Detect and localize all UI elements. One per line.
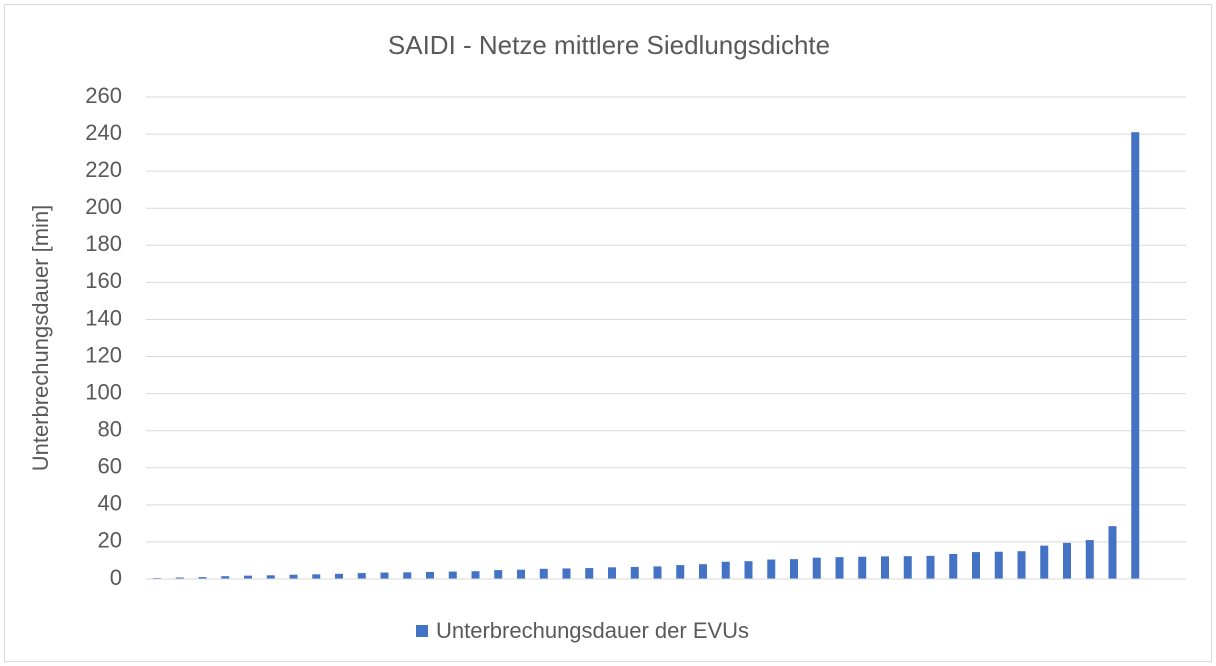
bar <box>1040 545 1049 579</box>
bar <box>585 568 594 579</box>
y-tick-label: 220 <box>85 157 122 182</box>
bar <box>721 561 730 579</box>
bar <box>471 571 480 579</box>
bar <box>972 552 980 579</box>
y-tick-label: 0 <box>110 565 122 590</box>
chart-title: SAIDI - Netze mittlere Siedlungsdichte <box>388 30 830 60</box>
y-tick-label: 160 <box>85 268 122 293</box>
bar <box>767 559 776 579</box>
bar <box>949 553 958 579</box>
bar <box>903 556 912 579</box>
bar <box>835 557 844 579</box>
bar <box>244 575 252 579</box>
y-tick-label: 140 <box>85 305 122 330</box>
y-axis-label: Unterbrechungsdauer [min] <box>28 205 53 472</box>
bar <box>198 577 207 579</box>
chart-border <box>4 4 1212 662</box>
y-tick-label: 200 <box>85 194 122 219</box>
bar <box>312 574 321 579</box>
y-tick-label: 240 <box>85 120 122 145</box>
bar <box>1131 132 1140 579</box>
bar <box>926 555 935 579</box>
bar <box>608 567 616 579</box>
bar <box>744 561 753 579</box>
y-tick-label: 40 <box>98 491 122 516</box>
legend-swatch <box>416 625 428 637</box>
bar <box>1108 526 1117 579</box>
bar <box>858 556 867 579</box>
bar <box>357 573 366 579</box>
bar <box>790 559 798 579</box>
bar <box>676 565 685 579</box>
y-tick-label: 60 <box>98 454 122 479</box>
bar <box>494 570 503 579</box>
bar <box>699 564 707 579</box>
bar <box>335 573 343 579</box>
bar <box>1017 551 1026 579</box>
y-tick-label: 100 <box>85 379 122 404</box>
bar <box>562 568 571 579</box>
bar <box>426 571 434 579</box>
bar <box>289 574 298 579</box>
bar <box>1063 542 1071 579</box>
bar <box>403 572 412 579</box>
bar <box>175 577 184 579</box>
y-tick-label: 20 <box>98 528 122 553</box>
bar <box>812 557 821 579</box>
bar <box>380 572 389 579</box>
legend-label: Unterbrechungsdauer der EVUs <box>436 618 749 643</box>
bar <box>994 551 1003 579</box>
bar <box>448 571 457 579</box>
bar <box>221 576 230 579</box>
bar <box>653 566 662 579</box>
bar <box>881 556 889 579</box>
bar <box>517 569 525 579</box>
bar <box>630 566 639 579</box>
bar <box>1085 540 1094 579</box>
y-tick-label: 120 <box>85 342 122 367</box>
y-tick-label: 180 <box>85 231 122 256</box>
bar <box>266 575 275 579</box>
y-tick-label: 80 <box>98 417 122 442</box>
bar <box>539 568 548 579</box>
y-tick-label: 260 <box>85 83 122 108</box>
